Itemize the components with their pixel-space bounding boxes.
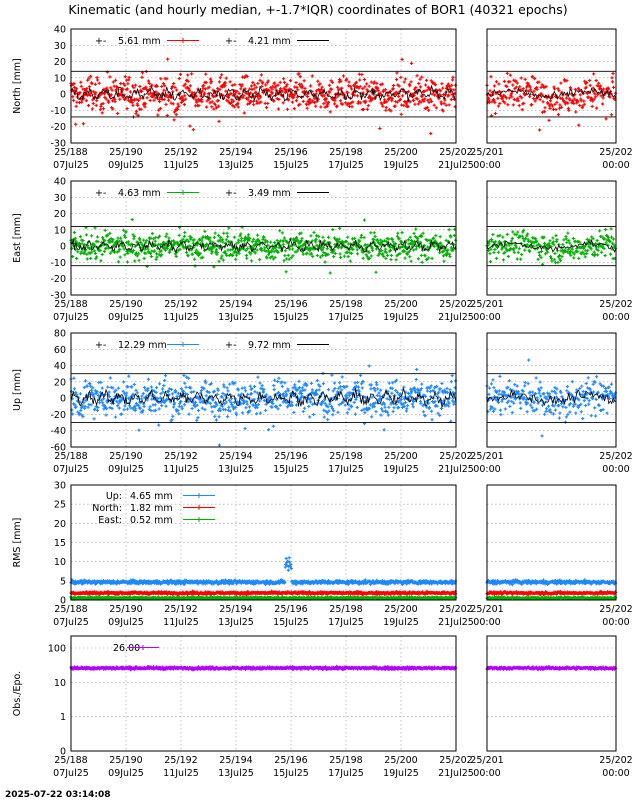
legend-north: +- 5.61 mm +- 4.21 mm (95, 36, 329, 47)
y-axis-label: North [mm] (12, 58, 23, 114)
chart-title: Kinematic (and hourly median, +-1.7*IQR)… (68, 2, 567, 17)
x-tick-label: 11Jul25 (163, 160, 199, 171)
y-tick-label: -30 (50, 291, 66, 302)
x-tick-label: 17Jul25 (328, 312, 364, 323)
y-tick-label: 30 (54, 41, 66, 52)
x-tick-label: 09Jul25 (108, 312, 144, 323)
y-tick-label: 10 (54, 225, 66, 236)
y-tick-label: 10 (54, 73, 66, 84)
y-tick-label: 0 (60, 90, 66, 101)
x-tick-label: 15Jul25 (273, 312, 309, 323)
x-tick-label: 19Jul25 (383, 312, 419, 323)
x-tick-label: 13Jul25 (218, 160, 254, 171)
x-tick-label: 00:00 (473, 312, 500, 323)
x-tick-label: 21Jul25 (438, 160, 474, 171)
x-tick-label: 25/202 (599, 299, 632, 310)
x-tick-label: 25/202 (439, 147, 472, 158)
x-tick-label: 13Jul25 (218, 312, 254, 323)
x-tick-label: 25/198 (329, 147, 362, 158)
x-tick-label: 25/194 (219, 147, 252, 158)
x-tick-label: 25/202 (599, 147, 632, 158)
legend-prefix: +- (225, 36, 236, 47)
x-tick-label: 25/194 (219, 299, 252, 310)
y-tick-label: 20 (54, 209, 66, 220)
x-tick-label: 19Jul25 (383, 160, 419, 171)
x-tick-label: 25/198 (329, 299, 362, 310)
x-tick-label: 11Jul25 (163, 312, 199, 323)
data-points (485, 227, 618, 266)
x-tick-label: 25/188 (54, 299, 87, 310)
x-tick-label: 00:00 (473, 160, 500, 171)
x-tick-label: 25/190 (109, 299, 142, 310)
legend-label: 5.61 mm (118, 36, 161, 47)
x-tick-label: 17Jul25 (328, 160, 364, 171)
y-tick-label: 20 (54, 57, 66, 68)
x-tick-label: 15Jul25 (273, 160, 309, 171)
x-tick-label: 25/201 (470, 147, 503, 158)
hourly-median-line (486, 238, 617, 253)
zoom-east-plot: 25/201 00:00 25/202 00:00 (470, 180, 633, 323)
x-tick-label: 00:00 (602, 312, 629, 323)
x-tick-label: 07Jul25 (53, 312, 89, 323)
data-points (485, 71, 618, 132)
y-tick-label: 30 (54, 193, 66, 204)
x-tick-label: 25/202 (439, 299, 472, 310)
hourly-median-line (70, 238, 457, 254)
panel-up: 806040200-20-40-6025/18807Jul2525/19009J… (12, 329, 633, 476)
x-tick-label: 21Jul25 (438, 312, 474, 323)
zoom-north-plot: 25/201 00:00 25/202 00:00 (470, 28, 633, 171)
data-points (69, 364, 458, 447)
y-tick-label: 40 (54, 25, 66, 36)
hourly-median-line (486, 87, 617, 99)
plot-frame (486, 28, 617, 144)
legend-east: +- 4.63 mm +- 3.49 mm (95, 188, 329, 199)
x-tick-label: 25/192 (164, 299, 197, 310)
legend-prefix: +- (95, 36, 106, 47)
y-axis-label: East [mm] (12, 213, 23, 262)
plot-frame (70, 180, 457, 296)
y-tick-label: -30 (50, 139, 66, 150)
x-tick-label: 25/192 (164, 147, 197, 158)
x-tick-label: 25/200 (384, 147, 417, 158)
x-tick-label: 25/188 (54, 147, 87, 158)
main-up-plot: 806040200-20-40-6025/18807Jul2525/19009J… (50, 329, 473, 476)
x-tick-label: 25/200 (384, 299, 417, 310)
legend-prefix: +- (225, 188, 236, 199)
legend-label: 3.49 mm (248, 188, 291, 199)
y-tick-label: -20 (50, 274, 66, 285)
y-tick-label: -20 (50, 122, 66, 133)
y-tick-label: -10 (50, 106, 66, 117)
x-tick-label: 25/190 (109, 147, 142, 158)
x-tick-label: 25/196 (274, 299, 307, 310)
plot-frame (70, 28, 457, 144)
y-tick-label: 40 (54, 177, 66, 188)
x-tick-label: 07Jul25 (53, 160, 89, 171)
y-tick-label: -10 (50, 258, 66, 269)
x-tick-label: 00:00 (602, 160, 629, 171)
x-tick-label: 25/196 (274, 147, 307, 158)
legend-label: 4.21 mm (248, 36, 291, 47)
legend-label: 4.63 mm (118, 188, 161, 199)
legend-prefix: +- (95, 188, 106, 199)
y-tick-label: 0 (60, 242, 66, 253)
x-tick-label: 09Jul25 (108, 160, 144, 171)
plot-frame (486, 180, 617, 296)
x-tick-label: 25/201 (470, 299, 503, 310)
hourly-median-line (70, 84, 457, 102)
